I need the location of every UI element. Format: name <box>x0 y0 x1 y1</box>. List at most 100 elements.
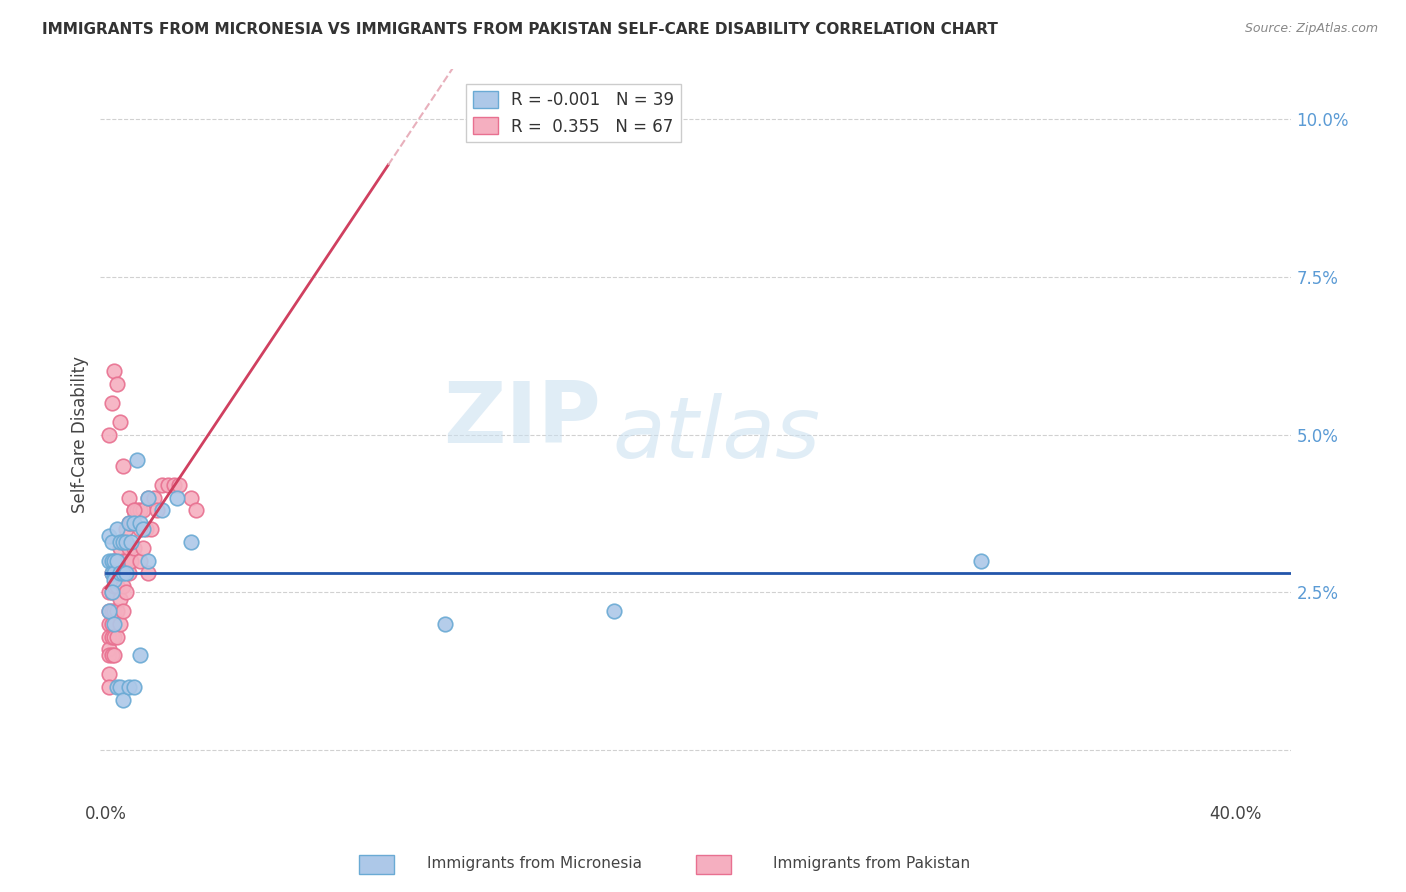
Point <box>138 491 160 505</box>
Point <box>433 616 456 631</box>
Point <box>97 585 120 599</box>
Y-axis label: Self-Care Disability: Self-Care Disability <box>72 356 89 513</box>
Point <box>114 585 136 599</box>
Point <box>100 648 122 663</box>
Point <box>114 566 136 581</box>
Point <box>111 604 134 618</box>
Point <box>103 573 125 587</box>
Point <box>970 554 993 568</box>
Point <box>108 534 131 549</box>
Point <box>138 554 160 568</box>
Legend: R = -0.001   N = 39, R =  0.355   N = 67: R = -0.001 N = 39, R = 0.355 N = 67 <box>465 84 681 142</box>
Point <box>97 667 120 681</box>
Point <box>97 604 120 618</box>
Point <box>122 516 145 530</box>
Point <box>122 503 145 517</box>
Point <box>111 692 134 706</box>
Point <box>114 554 136 568</box>
Point <box>97 680 120 694</box>
Text: atlas: atlas <box>613 393 821 476</box>
Point <box>105 522 128 536</box>
Point <box>108 541 131 556</box>
Point <box>141 522 163 536</box>
Point <box>100 604 122 618</box>
Point <box>114 522 136 536</box>
Point <box>152 478 174 492</box>
Point <box>134 522 156 536</box>
Point <box>97 648 120 663</box>
Point <box>117 516 139 530</box>
Text: IMMIGRANTS FROM MICRONESIA VS IMMIGRANTS FROM PAKISTAN SELF-CARE DISABILITY CORR: IMMIGRANTS FROM MICRONESIA VS IMMIGRANTS… <box>42 22 998 37</box>
Text: Immigrants from Micronesia: Immigrants from Micronesia <box>427 856 641 871</box>
Point <box>108 415 131 429</box>
Point <box>108 566 131 581</box>
Point <box>103 554 125 568</box>
Point <box>163 478 186 492</box>
Point <box>100 585 122 599</box>
Point <box>100 534 122 549</box>
Point <box>108 591 131 606</box>
Point <box>103 554 125 568</box>
Point <box>117 541 139 556</box>
Point <box>111 534 134 549</box>
Point <box>103 648 125 663</box>
Point <box>138 566 160 581</box>
Point <box>131 522 153 536</box>
Point <box>114 534 136 549</box>
Point <box>100 566 122 581</box>
Point <box>128 503 150 517</box>
Point <box>122 503 145 517</box>
Point <box>128 516 150 530</box>
Point <box>108 616 131 631</box>
Point <box>128 648 150 663</box>
Point <box>100 396 122 410</box>
Text: ZIP: ZIP <box>443 378 600 461</box>
Point <box>105 554 128 568</box>
Point <box>111 534 134 549</box>
Point <box>103 604 125 618</box>
Point <box>105 377 128 392</box>
Point <box>603 604 626 618</box>
Point <box>111 566 134 581</box>
Point <box>103 364 125 378</box>
Point <box>152 503 174 517</box>
Point <box>128 554 150 568</box>
Point <box>105 680 128 694</box>
Point <box>128 522 150 536</box>
Point <box>125 503 148 517</box>
Point <box>117 680 139 694</box>
Point <box>108 680 131 694</box>
Point <box>143 491 166 505</box>
Point <box>100 566 122 581</box>
Point <box>103 566 125 581</box>
Point <box>157 478 180 492</box>
Text: Immigrants from Pakistan: Immigrants from Pakistan <box>773 856 970 871</box>
Point <box>166 491 188 505</box>
Point <box>97 528 120 542</box>
Point <box>120 554 142 568</box>
Point <box>105 604 128 618</box>
Point <box>117 516 139 530</box>
Point <box>117 491 139 505</box>
Point <box>97 554 120 568</box>
Point <box>180 491 202 505</box>
Point <box>146 503 169 517</box>
Point <box>131 503 153 517</box>
Point <box>138 491 160 505</box>
Point <box>105 630 128 644</box>
Point <box>111 579 134 593</box>
Point <box>120 516 142 530</box>
Point <box>169 478 191 492</box>
Point <box>97 604 120 618</box>
Point <box>117 566 139 581</box>
Point <box>122 541 145 556</box>
Point <box>103 616 125 631</box>
Point <box>100 554 122 568</box>
Point <box>100 630 122 644</box>
Point <box>105 554 128 568</box>
Point <box>111 554 134 568</box>
Point <box>131 541 153 556</box>
Point <box>103 579 125 593</box>
Point <box>97 427 120 442</box>
Point <box>108 566 131 581</box>
